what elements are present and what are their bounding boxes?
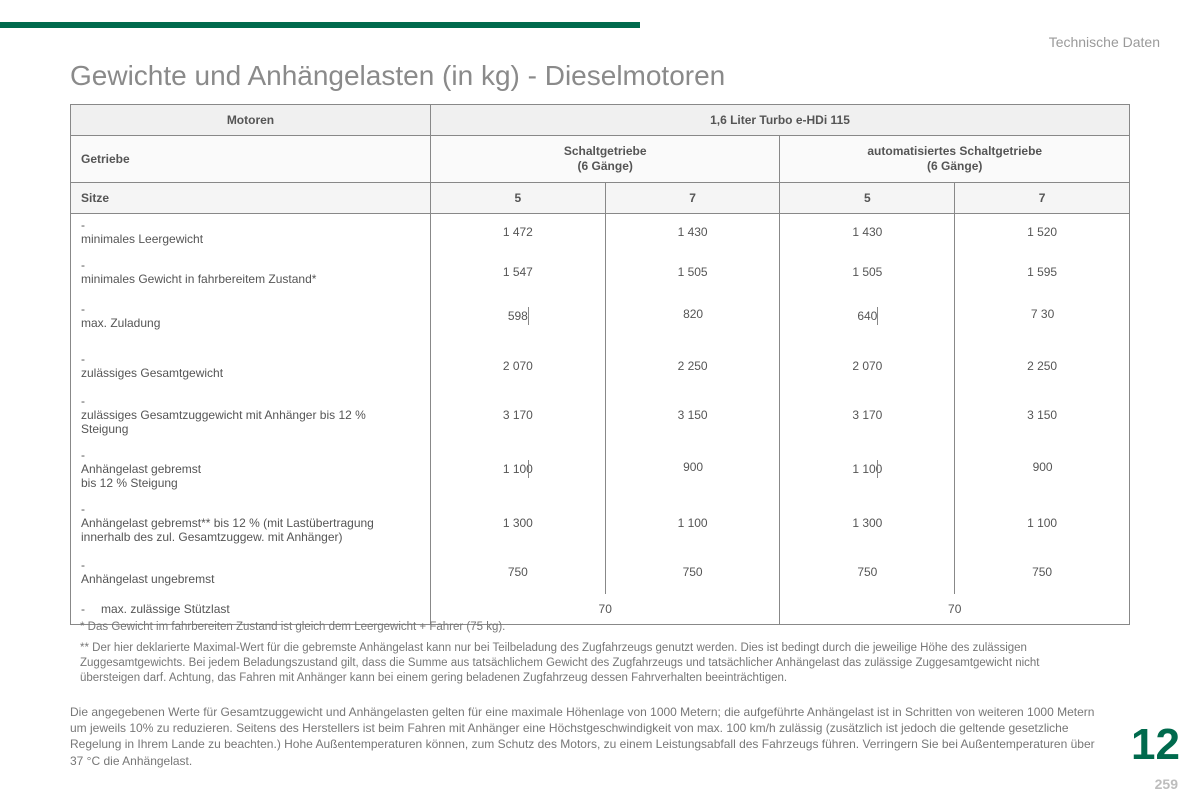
row-label: -Anhängelast gebremst** bis 12 % (mit La… <box>71 496 431 550</box>
row-label: -Anhängelast gebremstbis 12 % Steigung <box>71 442 431 496</box>
value-cell: 1 100 <box>605 496 780 550</box>
chapter-number: 12 <box>1131 720 1180 770</box>
value-cell: 1 100 <box>955 496 1130 550</box>
seats-0: 5 <box>430 183 605 214</box>
motor-label-cell: Motoren <box>71 105 431 136</box>
value-cell: 820 <box>605 294 780 338</box>
seats-2: 5 <box>780 183 955 214</box>
gearbox-a-name: Schaltgetriebe <box>564 144 647 158</box>
gearbox-b-sub: (6 Gänge) <box>927 159 982 173</box>
value-cell: 2 250 <box>605 338 780 388</box>
value-cell: 3 170 <box>780 388 955 442</box>
seats-label-cell: Sitze <box>71 183 431 214</box>
footnote-1: * Das Gewicht im fahrbereiten Zustand is… <box>80 620 1100 635</box>
page-title: Gewichte und Anhängelasten (in kg) - Die… <box>70 60 725 92</box>
accent-bar <box>0 22 640 28</box>
page-number: 259 <box>1155 776 1178 792</box>
value-cell: 1 430 <box>605 214 780 251</box>
footnote-2: ** Der hier deklarierte Maximal-Wert für… <box>80 641 1100 686</box>
value-cell: 1 505 <box>605 250 780 294</box>
seats-3: 7 <box>955 183 1130 214</box>
value-cell: 1 300 <box>780 496 955 550</box>
value-cell: 1 100 <box>430 442 605 496</box>
value-cell: 1 595 <box>955 250 1130 294</box>
value-cell: 900 <box>605 442 780 496</box>
gearbox-a-sub: (6 Gänge) <box>578 159 633 173</box>
value-cell: 1 100 <box>780 442 955 496</box>
value-cell: 640 <box>780 294 955 338</box>
value-cell: 1 430 <box>780 214 955 251</box>
value-cell: 2 070 <box>430 338 605 388</box>
value-cell: 750 <box>430 550 605 594</box>
value-cell: 1 547 <box>430 250 605 294</box>
value-cell: 750 <box>780 550 955 594</box>
value-cell: 750 <box>955 550 1130 594</box>
row-label: -max. Zuladung <box>71 294 431 338</box>
value-cell: 1 300 <box>430 496 605 550</box>
value-cell: 1 505 <box>780 250 955 294</box>
gearbox-label-cell: Getriebe <box>71 136 431 183</box>
value-cell: 2 250 <box>955 338 1130 388</box>
value-cell: 3 150 <box>605 388 780 442</box>
weights-table: Motoren 1,6 Liter Turbo e-HDi 115 Getrie… <box>70 104 1130 625</box>
value-cell: 1 472 <box>430 214 605 251</box>
row-label: -Anhängelast ungebremst <box>71 550 431 594</box>
value-cell: 7 30 <box>955 294 1130 338</box>
value-cell: 2 070 <box>780 338 955 388</box>
row-label: -minimales Leergewicht <box>71 214 431 251</box>
value-cell: 3 150 <box>955 388 1130 442</box>
value-cell: 3 170 <box>430 388 605 442</box>
gearbox-a-cell: Schaltgetriebe (6 Gänge) <box>430 136 780 183</box>
value-cell: 750 <box>605 550 780 594</box>
value-cell: 900 <box>955 442 1130 496</box>
value-cell: 598 <box>430 294 605 338</box>
motor-value-cell: 1,6 Liter Turbo e-HDi 115 <box>430 105 1129 136</box>
section-header: Technische Daten <box>1049 34 1160 50</box>
value-cell: 1 520 <box>955 214 1130 251</box>
gearbox-b-name: automatisiertes Schaltgetriebe <box>867 144 1042 158</box>
gearbox-b-cell: automatisiertes Schaltgetriebe (6 Gänge) <box>780 136 1130 183</box>
row-label: -minimales Gewicht in fahrbereitem Zusta… <box>71 250 431 294</box>
seats-1: 7 <box>605 183 780 214</box>
row-label: -zulässiges Gesamtgewicht <box>71 338 431 388</box>
footnotes: * Das Gewicht im fahrbereiten Zustand is… <box>80 620 1100 692</box>
row-label: -zulässiges Gesamtzuggewicht mit Anhänge… <box>71 388 431 442</box>
paragraph: Die angegebenen Werte für Gesamtzuggewic… <box>70 704 1100 769</box>
